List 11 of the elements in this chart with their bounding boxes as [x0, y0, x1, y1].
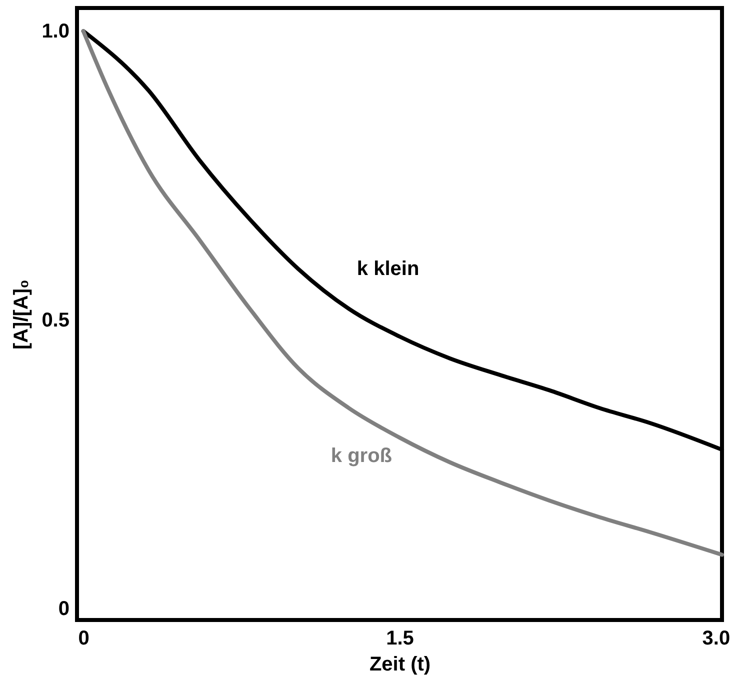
- y-axis-title: [A]/[A]₀: [10, 279, 33, 350]
- series-label: k klein: [356, 258, 420, 280]
- y-tick-label: 0: [58, 598, 70, 620]
- x-tick-label: 0: [78, 628, 90, 650]
- series-label: k groß: [330, 445, 392, 468]
- x-axis-title: Zeit (t): [369, 654, 431, 676]
- y-tick-label: 0.5: [42, 309, 70, 332]
- x-tick-label: 1.5: [386, 628, 414, 650]
- line-series: [81, 29, 724, 557]
- y-tick-label: 1.0: [42, 20, 70, 43]
- x-tick-label: 3.0: [702, 628, 730, 650]
